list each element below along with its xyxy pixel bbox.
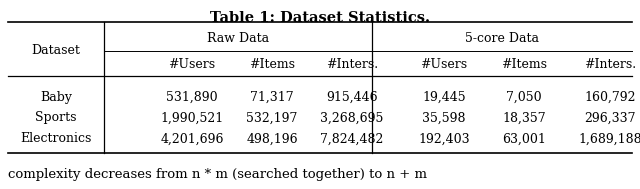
Text: 532,197: 532,197 [246,112,298,125]
Text: 7,050: 7,050 [506,91,542,104]
Text: 531,890: 531,890 [166,91,218,104]
Text: #Items: #Items [501,57,547,70]
Text: 915,446: 915,446 [326,91,378,104]
Text: Baby: Baby [40,91,72,104]
Text: Electronics: Electronics [20,132,92,146]
Text: Sports: Sports [35,112,77,125]
Text: 18,357: 18,357 [502,112,546,125]
Text: complexity decreases from n * m (searched together) to n + m: complexity decreases from n * m (searche… [8,168,427,181]
Text: Table 1: Dataset Statistics.: Table 1: Dataset Statistics. [210,11,430,25]
Text: Dataset: Dataset [31,44,81,57]
Text: #Inters.: #Inters. [326,57,378,70]
Text: #Items: #Items [249,57,295,70]
Text: 7,824,482: 7,824,482 [320,132,384,146]
Text: 5-core Data: 5-core Data [465,32,539,44]
Text: 35,598: 35,598 [422,112,466,125]
Text: Raw Data: Raw Data [207,32,269,44]
Text: 296,337: 296,337 [584,112,636,125]
Text: 498,196: 498,196 [246,132,298,146]
Text: #Users: #Users [420,57,468,70]
Text: 1,689,188: 1,689,188 [578,132,640,146]
Text: #Users: #Users [168,57,216,70]
Text: 192,403: 192,403 [418,132,470,146]
Text: 1,990,521: 1,990,521 [161,112,223,125]
Text: #Inters.: #Inters. [584,57,636,70]
Text: 4,201,696: 4,201,696 [160,132,224,146]
Text: 71,317: 71,317 [250,91,294,104]
Text: 19,445: 19,445 [422,91,466,104]
Text: 160,792: 160,792 [584,91,636,104]
Text: 63,001: 63,001 [502,132,546,146]
Text: 3,268,695: 3,268,695 [320,112,384,125]
